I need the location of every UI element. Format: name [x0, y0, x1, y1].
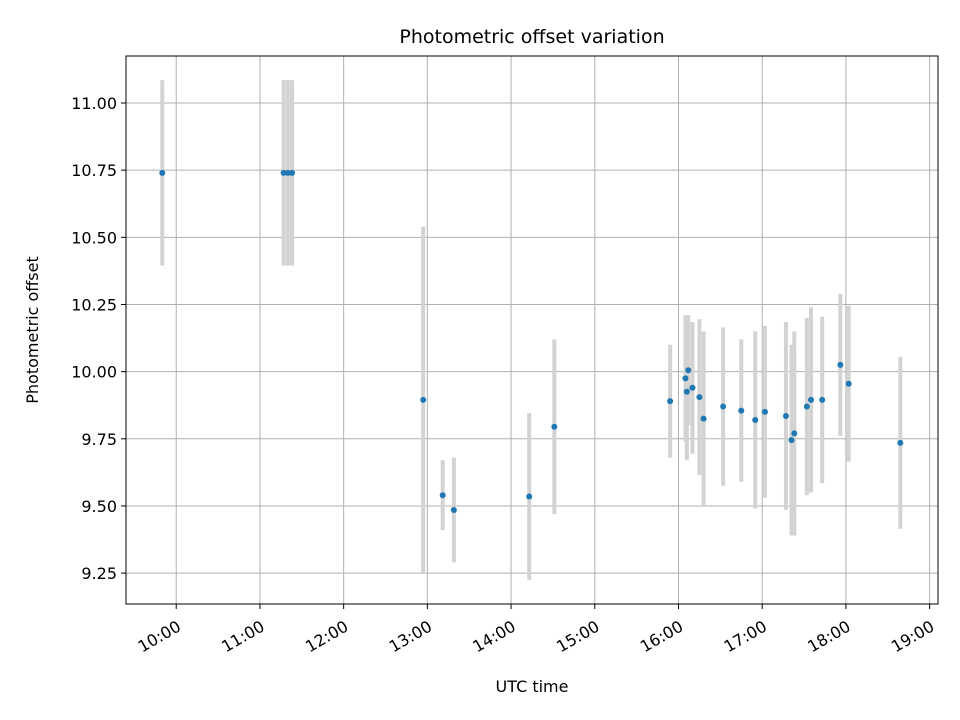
grid — [126, 56, 938, 604]
data-point — [837, 361, 844, 368]
chart-title: Photometric offset variation — [399, 26, 664, 48]
data-point — [689, 384, 696, 391]
data-point — [526, 493, 533, 500]
data-point — [682, 375, 689, 382]
data-point — [752, 416, 759, 423]
data-point — [700, 415, 707, 422]
y-tick-label: 10.00 — [71, 363, 117, 382]
data-point — [450, 506, 457, 513]
y-tick-label: 9.75 — [81, 430, 117, 449]
y-tick-label: 9.50 — [81, 497, 117, 516]
data-point — [791, 430, 798, 437]
data-point — [284, 169, 291, 176]
data-point — [159, 169, 166, 176]
data-point — [782, 412, 789, 419]
data-point — [897, 439, 904, 446]
data-point — [808, 396, 815, 403]
y-axis: 9.25 9.50 9.75 10.00 10.25 10.50 10.75 11.00 — [71, 94, 126, 583]
data-point — [845, 380, 852, 387]
y-tick-label: 9.25 — [81, 564, 117, 583]
data-point — [420, 396, 427, 403]
data-point — [761, 408, 768, 415]
data-point — [696, 394, 703, 401]
y-tick-label: 11.00 — [71, 94, 117, 113]
y-axis-title: Photometric offset — [23, 256, 42, 404]
y-tick-label: 10.25 — [71, 295, 117, 314]
data-point — [289, 169, 296, 176]
data-point — [720, 403, 727, 410]
x-axis-title: UTC time — [496, 677, 569, 696]
data-points — [159, 169, 904, 513]
data-point — [685, 367, 692, 374]
data-point — [667, 398, 674, 405]
data-point — [683, 388, 690, 395]
data-point — [551, 423, 558, 430]
data-point — [788, 437, 795, 444]
data-point — [803, 403, 810, 410]
data-point — [280, 169, 287, 176]
data-point — [738, 407, 745, 414]
data-point — [439, 492, 446, 499]
data-point — [819, 396, 826, 403]
y-tick-label: 10.50 — [71, 228, 117, 247]
y-tick-label: 10.75 — [71, 161, 117, 180]
plot-frame — [125, 55, 939, 605]
